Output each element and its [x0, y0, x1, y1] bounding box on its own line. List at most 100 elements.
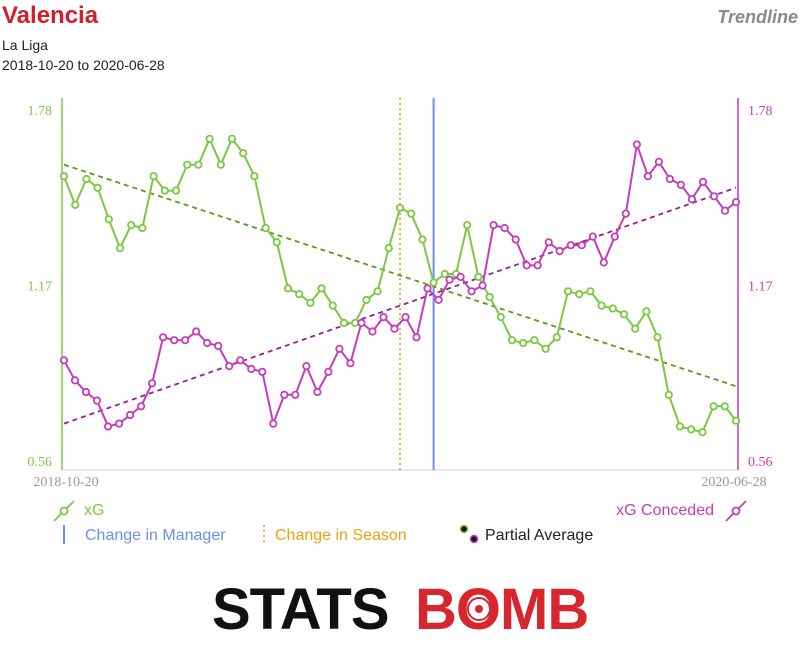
xg-conceded-point [632, 140, 642, 149]
xg-point [519, 338, 528, 348]
left-tick-label-top: 1.78 [28, 104, 53, 119]
xg-point [82, 174, 91, 184]
xg-point [216, 160, 225, 169]
xg-point [407, 209, 416, 218]
target-icon [460, 590, 498, 628]
xg-point [530, 336, 539, 345]
xg-conceded-point [698, 177, 708, 186]
x-start-label: 2018-10-20 [33, 475, 98, 490]
xg-point [339, 318, 349, 327]
xg-conceded-point [280, 390, 289, 399]
xg-point [642, 307, 651, 316]
xg-conceded-point [104, 422, 113, 431]
xg-conceded-point [445, 275, 454, 284]
xg-point [395, 203, 405, 212]
xg-point [720, 402, 729, 411]
xg-conceded-point [401, 312, 410, 322]
xg-conceded-trendline [63, 186, 737, 425]
xg-conceded-point [478, 281, 487, 290]
xg-conceded-point [423, 284, 432, 293]
xg-point [71, 200, 80, 209]
left-tick-label-mid: 1.17 [28, 280, 53, 295]
xg-conceded-point [247, 364, 256, 373]
xg-conceded-point [313, 387, 322, 397]
xg-point [127, 221, 136, 230]
left-tick-label-bottom: 0.56 [28, 455, 53, 470]
xg-conceded-point [731, 198, 741, 207]
xg-point [631, 324, 640, 333]
xg-point [384, 244, 393, 253]
league-name: La Liga [2, 37, 48, 53]
xg-conceded-point [291, 390, 300, 399]
xg-conceded-point [610, 232, 619, 241]
xg-conceded-point [390, 324, 399, 333]
xg-conceded-point [92, 396, 102, 405]
xg-point [362, 295, 371, 304]
xg-point [59, 172, 69, 181]
xg-point [552, 333, 561, 342]
xg-conceded-point [379, 312, 388, 322]
xg-point [283, 284, 293, 293]
xg-point [183, 160, 192, 169]
legend-xg-conceded-label: xG Conceded [616, 502, 714, 519]
xg-conceded-point [467, 287, 476, 296]
xg-conceded-point [412, 333, 421, 342]
xg-conceded-point [148, 379, 157, 388]
xg-conceded-point [70, 376, 80, 385]
xg-point [272, 238, 281, 247]
xg-series [59, 134, 741, 437]
xg-point [239, 149, 248, 158]
logo-text-stats: STATS [212, 577, 389, 642]
xg-point [104, 215, 113, 224]
xg-conceded-point [137, 402, 146, 411]
x-end-label: 2020-06-28 [701, 475, 766, 490]
xg-point [418, 235, 427, 244]
xg-conceded-series [59, 140, 741, 431]
xg-point [295, 289, 304, 299]
xg-point [597, 301, 606, 310]
right-tick-label-top: 1.78 [748, 104, 773, 119]
xg-point [608, 304, 617, 313]
xg-point [664, 390, 673, 399]
xg-point [575, 289, 584, 299]
xg-conceded-point [181, 336, 190, 345]
right-tick-label-mid: 1.17 [748, 280, 773, 295]
xg-point [160, 186, 169, 195]
legend-xg-icon [53, 500, 75, 522]
xg-point [373, 287, 382, 296]
xg-point [541, 344, 550, 353]
xg-point [507, 336, 517, 345]
xg-point [653, 333, 662, 342]
xg-point [675, 422, 685, 431]
legend-manager-label: Change in Manager [85, 527, 226, 544]
xg-conceded-point [522, 261, 531, 270]
xg-conceded-point [456, 272, 465, 281]
xg-conceded-point [500, 223, 509, 233]
xg-point [227, 134, 237, 143]
xg-point [586, 287, 595, 296]
xg-conceded-point [203, 338, 212, 348]
xg-point [698, 428, 707, 437]
view-label[interactable]: Trendline [717, 7, 798, 27]
xg-conceded-point [59, 356, 69, 365]
xg-conceded-point [214, 341, 223, 350]
xg-point [194, 160, 203, 169]
xg-conceded-point [621, 209, 630, 218]
team-name: Valencia [2, 2, 99, 29]
xg-conceded-point [599, 258, 608, 267]
xg-point [261, 223, 270, 233]
statsbomb-logo: STATS BOMB [212, 577, 589, 642]
xg-point [205, 134, 214, 143]
xg-conceded-point [302, 361, 311, 371]
xg-conceded-point [159, 333, 168, 342]
xg-trendline [63, 163, 737, 388]
xg-point [485, 292, 494, 302]
xg-point [563, 287, 573, 296]
legend-partial-icon [459, 524, 479, 544]
right-tick-label-bottom: 0.56 [748, 455, 773, 470]
xg-point [687, 425, 696, 434]
xg-conceded-point [511, 235, 520, 244]
xg-point [317, 284, 326, 293]
legend-xg-label: xG [84, 502, 104, 519]
xg-conceded-point [720, 206, 730, 215]
